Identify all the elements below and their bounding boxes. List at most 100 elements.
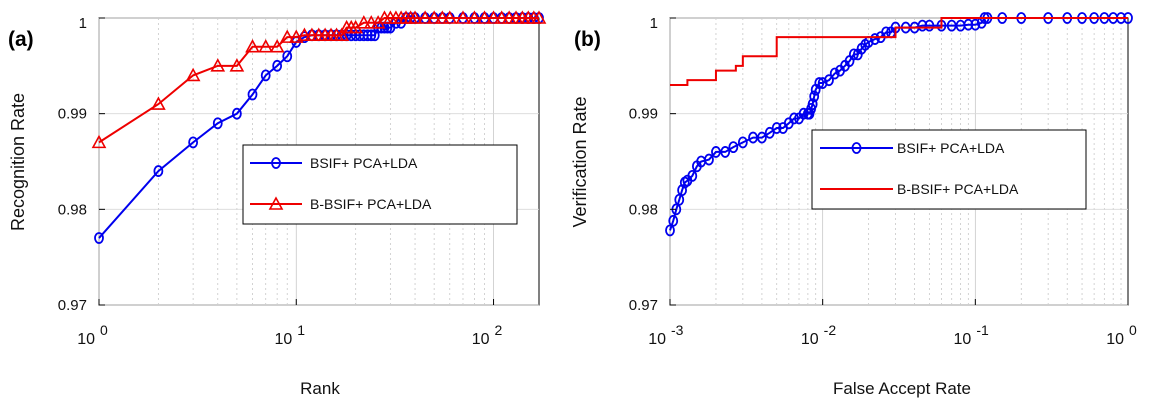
- data-point: [789, 112, 800, 125]
- data-point: [757, 131, 767, 144]
- x-axis-label-b: False Accept Rate: [833, 379, 971, 398]
- panel-label-a: (a): [8, 28, 34, 51]
- data-point: [798, 107, 809, 120]
- data-point: [668, 214, 679, 227]
- data-point: [809, 90, 820, 103]
- x-tick-label: 10: [472, 331, 490, 348]
- data-point: [963, 18, 974, 31]
- x-tick-label: 10: [801, 331, 819, 348]
- data-point: [814, 77, 825, 89]
- data-point: [245, 39, 260, 53]
- legend-b: BSIF+ PCA+LDA B-BSIF+ PCA+LDA: [811, 129, 1087, 210]
- data-point: [247, 88, 258, 101]
- data-point: [210, 58, 226, 72]
- y-tick-label: 0.97: [58, 297, 87, 314]
- data-point: [269, 39, 285, 53]
- data-point: [477, 10, 492, 24]
- data-point: [258, 39, 274, 53]
- x-tick-label: 10: [1106, 331, 1124, 348]
- y-tick-label: 1: [650, 15, 658, 32]
- legend-entry-b-bsif: BSIF+ PCA+LDA: [897, 140, 1005, 156]
- data-point: [771, 122, 782, 134]
- data-point: [356, 15, 372, 29]
- data-point: [807, 98, 818, 110]
- data-point: [151, 96, 166, 110]
- data-point: [711, 146, 721, 158]
- data-point: [366, 29, 377, 42]
- y-tick-label: 0.97: [629, 297, 658, 314]
- y-axis-label-b: Verification Rate: [570, 96, 590, 227]
- y-tick-label: 1: [79, 15, 87, 32]
- x-tick-label: 10: [954, 331, 972, 348]
- data-point: [817, 77, 828, 89]
- legend-entry-a-bsif: BSIF+ PCA+LDA: [310, 155, 418, 171]
- series-group-a: [91, 10, 547, 244]
- y-tick-label: 0.98: [629, 201, 658, 218]
- data-point: [288, 29, 304, 43]
- series-group-b: [665, 12, 1133, 237]
- x-tick-label-exponent: 2: [495, 322, 503, 338]
- data-point: [531, 10, 547, 24]
- data-point: [970, 18, 981, 31]
- chart-panel-a: 10 0 10 1 10 2 0.97 0.98 0.99 1 (a) Rank Recognit…: [8, 10, 547, 398]
- x-axis-label-a: Rank: [300, 379, 340, 398]
- x-tick-label-exponent: -2: [824, 322, 837, 338]
- legend-entry-b-bbsif: B-BSIF+ PCA+LDA: [897, 181, 1019, 197]
- x-tick-label: 10: [648, 331, 666, 348]
- legend-entry-a-bbsif: B-BSIF+ PCA+LDA: [310, 196, 432, 212]
- data-point: [91, 134, 107, 149]
- data-point: [185, 67, 201, 82]
- data-point: [229, 58, 245, 72]
- data-point: [260, 69, 271, 82]
- legend-swatch-marker: [851, 142, 862, 154]
- data-point: [442, 10, 458, 24]
- data-point: [94, 232, 104, 244]
- x-tick-label: 10: [274, 331, 292, 348]
- data-point: [231, 107, 242, 120]
- data-point: [188, 136, 199, 149]
- x-tick-label: 10: [77, 331, 95, 348]
- data-point: [687, 169, 698, 182]
- data-point: [829, 67, 840, 80]
- data-point: [467, 10, 482, 24]
- data-point: [417, 10, 433, 24]
- legend-swatch-marker: [271, 157, 281, 169]
- panel-label-b: (b): [574, 28, 601, 51]
- data-point: [737, 136, 748, 149]
- y-axis-label-a: Recognition Rate: [8, 93, 28, 231]
- data-point: [764, 126, 775, 139]
- data-point: [455, 10, 471, 24]
- data-point: [494, 10, 510, 24]
- legend-box-a: [242, 144, 518, 225]
- legend-a: BSIF+ PCA+LDA B-BSIF+ PCA+LDA: [242, 144, 518, 225]
- data-point: [426, 10, 442, 24]
- data-point: [282, 50, 293, 63]
- data-point: [665, 224, 675, 237]
- y-tick-label: 0.99: [58, 106, 87, 123]
- data-point: [870, 33, 880, 45]
- data-point: [212, 117, 223, 130]
- y-tick-label: 0.99: [629, 106, 658, 123]
- data-point: [272, 59, 283, 72]
- x-tick-label-exponent: 1: [297, 322, 305, 338]
- data-point: [434, 10, 450, 24]
- data-point: [728, 141, 739, 154]
- data-point: [334, 27, 350, 42]
- data-point: [279, 29, 295, 43]
- data-point: [297, 27, 312, 42]
- data-point: [407, 10, 423, 24]
- series-line-bbsif: [670, 17, 1128, 86]
- data-point: [824, 74, 834, 87]
- x-tick-label-exponent: 0: [100, 322, 108, 338]
- x-tick-label-exponent: -3: [671, 322, 684, 338]
- legend-swatch-marker: [268, 196, 284, 210]
- data-point: [720, 146, 731, 158]
- data-point: [704, 153, 714, 166]
- y-tick-label: 0.98: [58, 201, 87, 218]
- data-point: [486, 10, 501, 24]
- data-point: [848, 48, 859, 61]
- data-point: [917, 19, 928, 32]
